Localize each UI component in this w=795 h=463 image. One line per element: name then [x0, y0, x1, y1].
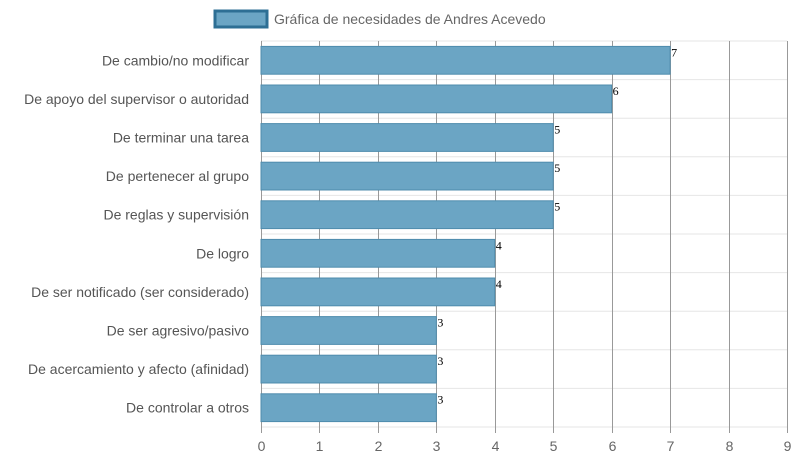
x-axis-ticks: 0 1 2 3 4 5 6 7 8 9 — [258, 438, 792, 454]
category-label: De ser agresivo/pasivo — [107, 323, 250, 339]
category-label: De cambio/no modificar — [102, 52, 249, 68]
data-label: 3 — [437, 316, 443, 330]
x-tick-label: 9 — [784, 438, 792, 454]
category-label: De apoyo del supervisor o autoridad — [24, 91, 249, 107]
category-label: De terminar una tarea — [113, 130, 249, 146]
category-label: De logro — [196, 245, 249, 261]
bar[interactable] — [260, 161, 554, 191]
data-label: 7 — [671, 45, 677, 59]
data-label: 5 — [554, 123, 560, 137]
category-labels: De cambio/no modificar De apoyo del super… — [24, 52, 249, 415]
data-label: 5 — [554, 200, 560, 214]
data-label: 3 — [437, 393, 443, 407]
category-label: De controlar a otros — [126, 400, 249, 416]
x-tick-label: 7 — [667, 438, 675, 454]
x-tick-label: 5 — [550, 438, 558, 454]
data-label: 4 — [496, 238, 502, 252]
bar[interactable] — [260, 354, 437, 384]
bar[interactable] — [260, 316, 437, 345]
legend[interactable]: Gráfica de necesidades de Andres Acevedo — [213, 9, 546, 29]
x-tick-label: 1 — [316, 438, 324, 454]
bar[interactable] — [260, 238, 496, 268]
data-label: 5 — [554, 161, 560, 175]
data-label: 4 — [496, 277, 502, 291]
x-tick-label: 2 — [375, 438, 383, 454]
bar[interactable] — [260, 200, 554, 230]
category-label: De ser notificado (ser considerado) — [31, 284, 249, 300]
data-labels: 7 6 5 5 5 4 4 3 3 3 — [437, 45, 677, 406]
x-tick-label: 4 — [492, 438, 500, 454]
x-tick-label: 0 — [258, 438, 266, 454]
bars — [260, 45, 671, 423]
bar[interactable] — [260, 84, 613, 114]
category-label: De pertenecer al grupo — [106, 168, 249, 184]
legend-swatch — [213, 9, 269, 29]
bar[interactable] — [260, 123, 554, 152]
x-tick-label: 8 — [726, 438, 734, 454]
data-label: 3 — [437, 354, 443, 368]
category-label: De reglas y supervisión — [103, 207, 249, 223]
category-label: De acercamiento y afecto (afinidad) — [28, 361, 249, 377]
data-label: 6 — [613, 84, 619, 98]
bar[interactable] — [260, 277, 496, 307]
legend-label: Gráfica de necesidades de Andres Acevedo — [274, 11, 546, 27]
bar[interactable] — [260, 393, 437, 423]
x-tick-label: 3 — [433, 438, 441, 454]
x-tick-label: 6 — [609, 438, 617, 454]
bar[interactable] — [260, 45, 671, 75]
